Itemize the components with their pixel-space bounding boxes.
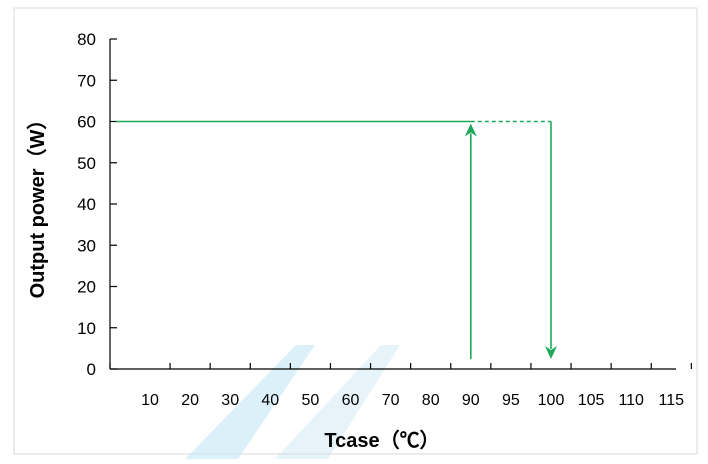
plot-area (116, 120, 557, 359)
y-tick-label: 10 (77, 319, 96, 338)
y-axis-title: Output power（W） (26, 110, 49, 299)
axes: 0 10 20 30 40 50 60 70 80 10 20 30 40 50 60 70 80 90 95 100… (77, 30, 692, 409)
x-tick-label: 90 (462, 392, 480, 409)
y-tick-label: 70 (77, 71, 96, 90)
x-tick-label: 40 (261, 392, 279, 409)
x-tick-label: 70 (382, 392, 400, 409)
x-tick-label: 20 (181, 392, 199, 409)
arrow-head-up (464, 123, 477, 137)
watermark (185, 345, 400, 459)
x-tick-label: 60 (342, 392, 360, 409)
y-tick-label: 40 (77, 195, 96, 214)
x-tick-label: 110 (618, 392, 644, 409)
y-tick-label: 30 (77, 236, 96, 255)
x-tick-label: 95 (502, 392, 520, 409)
x-tick-label: 10 (141, 392, 159, 409)
x-tick-label: 50 (302, 392, 320, 409)
x-tick-label: 30 (221, 392, 239, 409)
x-tick-label: 115 (659, 392, 685, 409)
x-tick-label: 105 (578, 392, 605, 409)
y-tick-label: 20 (77, 278, 96, 297)
x-tick-label: 100 (538, 392, 565, 409)
x-tick-label: 80 (422, 392, 440, 409)
y-tick-label: 50 (77, 154, 96, 173)
y-tick-label: 80 (77, 30, 96, 49)
x-axis-title: Tcase（℃） (324, 429, 439, 452)
y-tick-label: 60 (77, 113, 96, 132)
arrow-head-down (545, 346, 557, 359)
y-tick-label: 0 (87, 360, 96, 379)
